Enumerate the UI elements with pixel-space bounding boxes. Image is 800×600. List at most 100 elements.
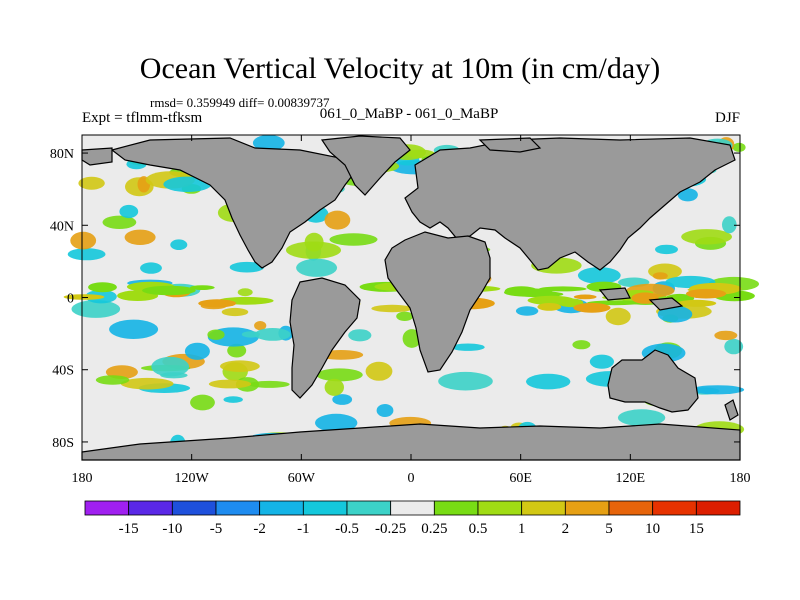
- anomaly-blob: [677, 188, 698, 202]
- colorbar-swatch: [390, 500, 435, 516]
- x-tick-label: 180: [730, 471, 751, 486]
- x-tick-label: 0: [408, 471, 415, 486]
- equatorial-band: [503, 288, 554, 297]
- colorbar-swatch: [564, 500, 610, 516]
- anomaly-blob: [184, 342, 210, 360]
- equatorial-band: [537, 303, 562, 311]
- colorbar-label: -5: [210, 521, 223, 537]
- north-america: [110, 137, 356, 269]
- anomaly-blob: [376, 404, 394, 417]
- anomaly-blob: [324, 210, 351, 230]
- case-label: 061_0_MaBP - 061_0_MaBP: [319, 106, 499, 122]
- colorbar-label: 0.25: [421, 521, 447, 537]
- anomaly-blob: [119, 204, 139, 219]
- anomaly-blob: [526, 373, 571, 390]
- anomaly-blob: [71, 300, 121, 318]
- anomaly-blob: [220, 360, 260, 373]
- anomaly-blob: [329, 233, 378, 246]
- colorbar-swatch: [477, 500, 523, 516]
- equatorial-band: [142, 285, 196, 296]
- season-label: DJF: [714, 110, 740, 126]
- anomaly-blob: [324, 378, 344, 396]
- colorbar-label: -2: [253, 521, 266, 537]
- anomaly-blob: [254, 328, 291, 341]
- colorbar-swatch: [84, 500, 130, 516]
- colorbar-label: 10: [645, 521, 660, 537]
- anomaly-blob: [451, 343, 485, 351]
- colorbar-swatch: [128, 500, 173, 516]
- anomaly-blob: [515, 306, 539, 316]
- x-tick-label: 60E: [509, 471, 532, 486]
- colorbar-label: -1: [297, 521, 310, 537]
- anomaly-blob: [170, 239, 188, 250]
- equatorial-band: [190, 285, 215, 290]
- maritime-continent: [598, 287, 631, 301]
- anomaly-blob: [140, 262, 162, 274]
- colorbar-swatch: [521, 500, 566, 516]
- colorbar-label: -0.25: [375, 521, 406, 537]
- anomaly-blob: [70, 231, 97, 250]
- anomaly-blob: [577, 267, 621, 284]
- x-tick-label: 120E: [616, 471, 646, 486]
- colorbar-label: 5: [605, 521, 613, 537]
- anomaly-blob: [724, 338, 744, 355]
- anomaly-blob: [109, 319, 159, 339]
- equatorial-band: [88, 282, 117, 293]
- anomaly-blob: [237, 288, 253, 297]
- anomaly-blob: [241, 331, 260, 338]
- anomaly-blob: [102, 215, 137, 229]
- anomaly-blob: [229, 261, 265, 273]
- anomaly-blob: [605, 307, 631, 326]
- anomaly-blob: [190, 394, 215, 411]
- y-tick-label: 40N: [50, 219, 74, 234]
- bering-west: [81, 147, 113, 166]
- anomaly-blob: [163, 176, 212, 192]
- equatorial-band: [533, 296, 563, 303]
- eurasia: [404, 137, 736, 271]
- colorbar-label: 1: [518, 521, 526, 537]
- anomaly-blob: [589, 354, 615, 369]
- chart-title: Ocean Vertical Velocity at 10m (in cm/da…: [139, 52, 661, 85]
- colorbar-label: -0.5: [335, 521, 359, 537]
- colorbar-swatch: [608, 500, 654, 516]
- y-tick-label: 40S: [52, 364, 74, 379]
- anomaly-blob: [438, 371, 493, 391]
- anomaly-blob: [296, 258, 338, 277]
- anomaly-blob: [691, 385, 745, 395]
- anomaly-blob: [365, 361, 393, 381]
- anomaly-blob: [227, 343, 247, 358]
- anomaly-blob: [402, 329, 421, 348]
- equatorial-band: [686, 288, 727, 299]
- colorbar-swatch: [302, 500, 348, 516]
- australia: [607, 349, 699, 413]
- greenland: [320, 135, 411, 196]
- axes: 180 120W 60W 0 60E 120E 180 80N 40N 0 40S 80S: [50, 135, 751, 486]
- experiment-label: Expt = tflmm-tfksm: [82, 110, 203, 126]
- colorbar: -15 -10 -5 -2 -1 -0.5 -0.25 0.25 0.5 1 2 5 10 15: [84, 500, 741, 537]
- anomaly-blob: [617, 409, 666, 427]
- equatorial-band: [198, 299, 237, 308]
- anomaly-blob: [124, 229, 156, 245]
- anomaly-blob: [78, 176, 105, 190]
- anomaly-blob: [396, 311, 414, 321]
- anomaly-blob: [681, 229, 732, 245]
- colorbar-label: 2: [562, 521, 570, 537]
- anomaly-blob: [286, 241, 341, 259]
- anomaly-blob: [254, 321, 267, 331]
- equatorial-band: [538, 286, 587, 292]
- anomaly-blob: [248, 380, 290, 388]
- anomaly-blob: [348, 329, 372, 342]
- colorbar-swatch: [433, 500, 479, 516]
- anomaly-blob: [714, 330, 738, 341]
- y-tick-label: 80N: [50, 147, 74, 162]
- anomaly-blob: [208, 379, 252, 389]
- colorbar-swatch: [215, 500, 261, 516]
- anomaly-blob: [315, 413, 358, 432]
- colorbar-label: 15: [689, 521, 704, 537]
- colorbar-label: -15: [119, 521, 139, 537]
- colorbar-swatch: [695, 500, 741, 516]
- new-guinea: [648, 297, 684, 311]
- x-tick-label: 60W: [288, 471, 316, 486]
- colorbar-swatch: [652, 500, 697, 516]
